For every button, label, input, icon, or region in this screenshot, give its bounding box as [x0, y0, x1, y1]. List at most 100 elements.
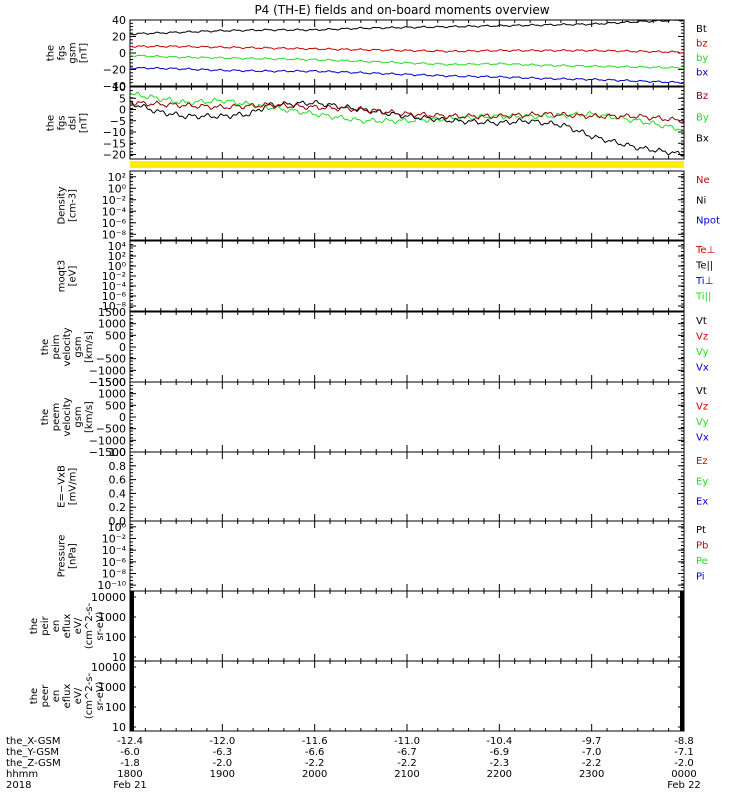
y-tick-label: 500: [105, 399, 126, 412]
y-tick-label: −5: [110, 115, 126, 128]
y-tick-label: −1500: [89, 446, 126, 459]
y-tick-label: 1000: [98, 611, 126, 624]
legend-Pt: Pt: [696, 525, 706, 536]
series-Bt: [130, 19, 685, 36]
y-tick-label: 10²: [108, 250, 126, 263]
legend-Te⊥: Te⊥: [695, 245, 715, 256]
y-axis-label: velocity: [62, 397, 73, 436]
y-tick-label: −15: [103, 137, 126, 150]
y-tick-label: 10⁰: [108, 521, 127, 534]
x-tick-value: -6.0: [120, 747, 140, 758]
y-axis-label: sr-eV): [95, 611, 106, 640]
y-axis-label: dsl: [68, 116, 79, 130]
x-row-label: the_X-GSM: [6, 736, 60, 747]
y-tick-label: 10⁻²: [102, 270, 126, 283]
x-row-label: the_Z-GSM: [6, 758, 61, 769]
x-tick-value: -12.0: [209, 736, 235, 747]
y-tick-label: −1000: [89, 364, 126, 377]
x-tick-value: -2.2: [305, 758, 325, 769]
legend-Ez: Ez: [696, 456, 708, 467]
y-axis-label: peim: [51, 334, 62, 359]
series-Bx: [129, 99, 685, 157]
y-tick-label: 10⁻²: [102, 533, 126, 546]
y-tick-label: 10⁴: [108, 240, 127, 253]
y-tick-label: 1500: [98, 376, 126, 389]
y-tick-label: 10: [112, 81, 126, 94]
y-tick-label: 20: [112, 31, 126, 44]
panel-frame: [129, 451, 685, 522]
y-tick-label: 10⁻⁸: [102, 568, 127, 581]
y-axis-label: the: [40, 339, 51, 355]
right-edge-ticks: [680, 661, 684, 731]
y-axis-label: (cm^2-s-: [84, 672, 95, 719]
y-tick-label: 10⁰: [108, 260, 127, 273]
x-tick-value: -1.8: [120, 758, 140, 769]
y-axis-label: fgs: [57, 45, 68, 60]
y-tick-label: −1500: [89, 376, 126, 389]
y-tick-label: −20: [103, 149, 126, 162]
panel-frame: [129, 520, 685, 592]
y-axis-label: fgs: [57, 115, 68, 130]
y-tick-label: 10⁻¹⁰: [97, 579, 126, 592]
y-tick-label: 0.2: [109, 501, 127, 514]
panel-frame: [129, 170, 685, 241]
y-tick-label: −500: [96, 423, 126, 436]
y-tick-label: −10: [103, 126, 126, 139]
legend-Pb: Pb: [696, 541, 708, 552]
y-axis-label: [km/s]: [84, 331, 95, 363]
x-tick-value: -2.0: [213, 758, 233, 769]
legend-Pi: Pi: [696, 572, 705, 583]
y-axis-label: peem: [51, 403, 62, 431]
y-axis-label: the: [29, 688, 40, 704]
legend-Bx: Bx: [696, 134, 709, 145]
x-row-label: the_Y-GSM: [6, 747, 59, 758]
panel-peer_en_eflux: 10000 1000 100 10 the peer en eflux eV/(cm^2-s-s…: [29, 660, 685, 734]
y-tick-label: 0: [119, 104, 126, 117]
series-by: [129, 54, 685, 70]
x-row-label: 2018: [6, 780, 31, 791]
y-tick-label: 10⁻⁴: [102, 205, 127, 218]
left-edge-ticks: [130, 591, 134, 661]
y-tick-label: 10²: [108, 171, 126, 184]
y-tick-label: 100: [105, 631, 126, 644]
x-tick-value: -8.8: [674, 736, 694, 747]
x-tick-value: -11.6: [302, 736, 328, 747]
legend-Vz: Vz: [696, 402, 708, 413]
y-tick-label: 10⁻²: [102, 194, 126, 207]
y-axis-label: eV/: [73, 617, 84, 634]
y-axis-label: eflux: [62, 684, 73, 709]
panel-fgs_gsm: 40 20 0 −20 −40 the fgs gsm [nT] Bt bz by bx: [46, 14, 709, 93]
y-axis-label: [cm-3]: [68, 189, 79, 222]
y-axis-label: Density: [57, 186, 68, 224]
y-axis-label: the: [46, 115, 57, 131]
y-tick-label: 10: [112, 721, 126, 734]
legend-Ey: Ey: [696, 476, 708, 487]
y-axis-label: [km/s]: [84, 401, 95, 433]
x-tick-value: -12.4: [117, 736, 143, 747]
legend-Bz: Bz: [696, 91, 708, 102]
x-tick-value: Feb 21: [113, 780, 147, 791]
x-tick-value: 1800: [117, 769, 142, 780]
panel-frame: [129, 590, 685, 662]
y-axis-label: eflux: [62, 614, 73, 639]
x-tick-value: 2100: [394, 769, 419, 780]
legend-Vy: Vy: [696, 347, 709, 358]
legend-By: By: [696, 112, 709, 123]
x-tick-value: 0000: [671, 769, 696, 780]
y-tick-label: −40: [103, 80, 126, 93]
legend-Ex: Ex: [696, 497, 708, 508]
y-axis-label: [eV]: [68, 266, 79, 287]
y-tick-label: −20: [103, 64, 126, 77]
y-tick-label: 10⁻⁶: [102, 217, 127, 230]
x-tick-value: 2000: [302, 769, 327, 780]
legend-by: by: [696, 53, 708, 64]
y-axis-label: en: [51, 690, 62, 703]
y-axis-label: [nPa]: [68, 543, 79, 569]
